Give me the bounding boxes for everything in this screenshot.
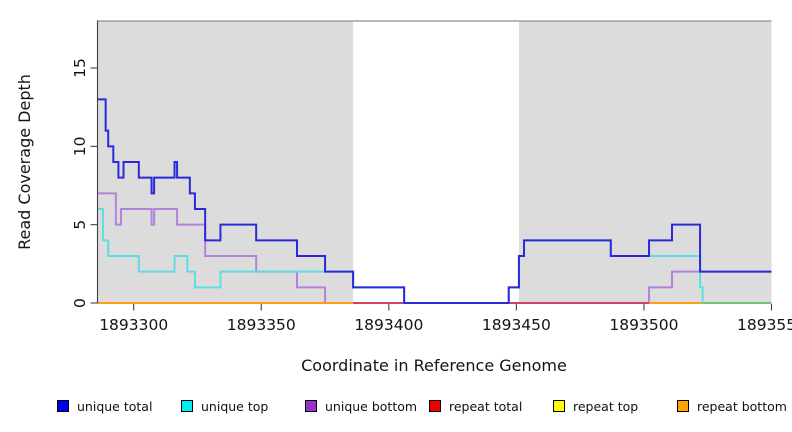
x-axis-tick-label: 1893350 — [227, 316, 296, 334]
legend-label: repeat total — [449, 398, 523, 414]
legend-item-unique-total: unique total — [57, 395, 152, 417]
x-axis-title: Coordinate in Reference Genome — [301, 356, 567, 375]
repeat-region-shading — [518, 21, 772, 303]
unique-top-swatch-icon — [181, 400, 193, 412]
legend-label: unique bottom — [325, 398, 418, 414]
x-axis-tick-label: 1893400 — [354, 316, 423, 334]
legend-item-unique-top: unique top — [181, 395, 268, 417]
y-axis-tick-label: 0 — [71, 298, 89, 308]
y-axis-title: Read Coverage Depth — [15, 74, 34, 250]
legend-item-repeat-total: repeat total — [429, 395, 522, 417]
legend-item-unique-bottom: unique bottom — [305, 395, 417, 417]
legend-label: repeat bottom — [697, 398, 787, 414]
y-axis-tick-label: 15 — [71, 58, 89, 78]
repeat-bottom-swatch-icon — [677, 400, 689, 412]
shaded-regions-layer — [98, 21, 772, 303]
plot-legend: unique total unique top unique bottom repea… — [0, 395, 792, 421]
legend-label: unique total — [77, 398, 153, 414]
x-axis-tick-label: 1893450 — [482, 316, 551, 334]
y-axis-tick-label: 10 — [71, 136, 89, 156]
legend-label: unique top — [201, 398, 269, 414]
unique-total-swatch-icon — [57, 400, 69, 412]
x-axis-tick-label: 1893500 — [609, 316, 678, 334]
series-line-unique-total — [98, 98, 772, 304]
unique-bottom-swatch-icon — [305, 400, 317, 412]
legend-label: repeat top — [573, 398, 639, 414]
repeat-top-swatch-icon — [553, 400, 565, 412]
legend-item-repeat-bottom: repeat bottom — [677, 395, 787, 417]
legend-item-repeat-top: repeat top — [553, 395, 638, 417]
series-lines-layer — [98, 98, 772, 304]
x-axis-tick-label: 1893300 — [99, 316, 168, 334]
repeat-total-swatch-icon — [429, 400, 441, 412]
axes-layer: 1893300 1893350 1893400 1893450 1893500 18935… — [71, 20, 792, 334]
y-axis-tick-label: 5 — [71, 220, 89, 230]
